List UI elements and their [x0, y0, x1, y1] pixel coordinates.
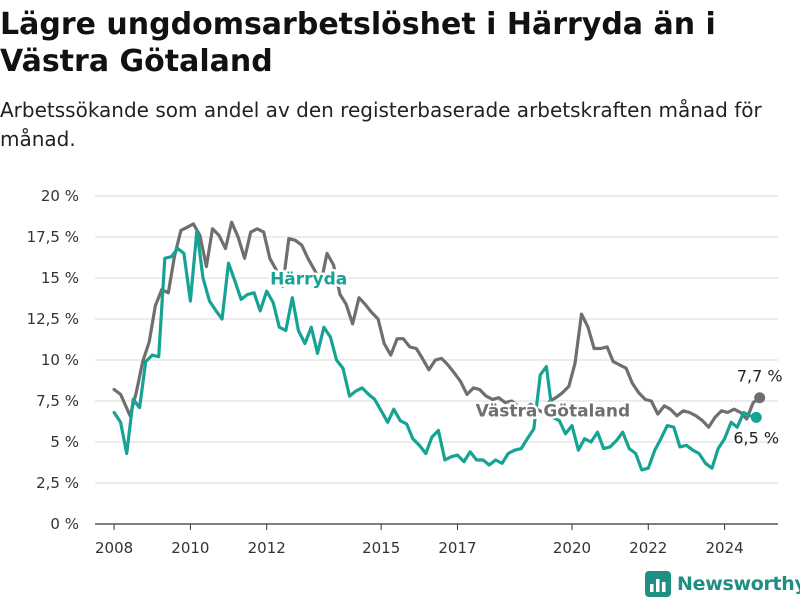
y-tick-label: 17,5 % [27, 228, 79, 246]
x-tick-label: 2012 [248, 539, 286, 557]
series-line-harryda [112, 228, 758, 472]
x-axis: 2008 2010 2012 2015 2017 2020 2022 2024 [95, 524, 744, 557]
series-name-harryda: Härryda [270, 270, 347, 290]
y-tick-label: 7,5 % [36, 392, 79, 410]
series-end-point [750, 411, 762, 423]
bar-chart-logo-icon [645, 571, 671, 597]
y-tick-label: 20 % [41, 187, 79, 205]
x-tick-label: 2024 [705, 539, 743, 557]
y-axis: 0 % 2,5 % 5 % 7,5 % 10 % 12,5 % 15 % 17,5 % 20 % [27, 187, 79, 533]
y-tick-label: 2,5 % [36, 474, 79, 492]
x-tick-label: 2008 [95, 539, 133, 557]
y-tick-label: 10 % [41, 351, 79, 369]
y-tick-label: 12,5 % [27, 310, 79, 328]
newsworthy-logo: Newsworthy [645, 570, 800, 598]
chart-subtitle: Arbetssökande som andel av den registerb… [0, 98, 762, 151]
chart-title: Lägre ungdomsarbetslöshet i Härryda än i… [0, 7, 716, 79]
x-tick-label: 2015 [362, 539, 400, 557]
y-tick-label: 5 % [50, 433, 79, 451]
x-tick-label: 2017 [438, 539, 476, 557]
brand-name: Newsworthy [677, 573, 800, 595]
series-labels: 7,7 % 6,5 % Västra Götaland Härryda [268, 267, 783, 447]
series-end-point [754, 392, 766, 404]
series-lines [112, 220, 766, 472]
series-name-vastra-gotaland: Västra Götaland [476, 402, 631, 422]
x-tick-label: 2010 [171, 539, 209, 557]
y-tick-label: 15 % [41, 269, 79, 287]
series-end-label: 6,5 % [733, 428, 779, 447]
series-line-vastra-gotaland [112, 220, 762, 429]
x-tick-label: 2022 [629, 539, 667, 557]
x-tick-label: 2020 [553, 539, 591, 557]
y-tick-label: 0 % [50, 515, 79, 533]
series-end-label: 7,7 % [737, 367, 783, 386]
